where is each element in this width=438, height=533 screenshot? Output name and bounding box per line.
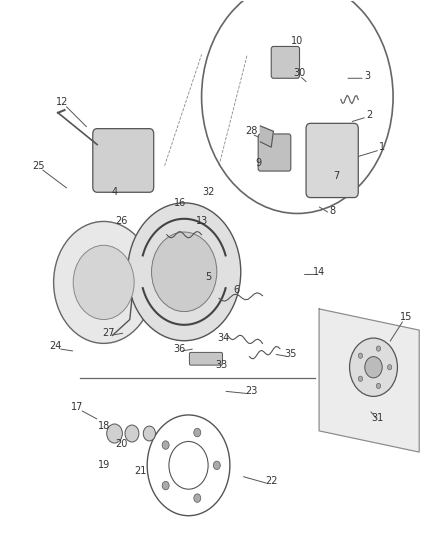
Circle shape — [125, 425, 139, 442]
Text: 19: 19 — [98, 461, 110, 470]
FancyBboxPatch shape — [258, 134, 291, 171]
Text: 31: 31 — [372, 413, 384, 423]
Polygon shape — [260, 126, 273, 147]
Text: 2: 2 — [366, 110, 372, 120]
Text: 35: 35 — [285, 349, 297, 359]
Circle shape — [376, 346, 381, 351]
Text: 17: 17 — [71, 402, 84, 412]
Circle shape — [213, 461, 220, 470]
Text: 16: 16 — [174, 198, 186, 208]
Circle shape — [143, 426, 155, 441]
Circle shape — [358, 376, 363, 382]
Circle shape — [358, 353, 363, 358]
Text: 18: 18 — [98, 421, 110, 431]
Text: 32: 32 — [202, 187, 214, 197]
Text: 23: 23 — [245, 386, 258, 396]
Text: 14: 14 — [313, 267, 325, 277]
Text: 25: 25 — [32, 161, 45, 171]
Text: 1: 1 — [379, 142, 385, 152]
Text: 13: 13 — [195, 216, 208, 227]
Circle shape — [107, 424, 122, 443]
Text: 5: 5 — [205, 272, 211, 282]
FancyBboxPatch shape — [93, 128, 154, 192]
Circle shape — [127, 203, 241, 341]
FancyBboxPatch shape — [306, 123, 358, 198]
Text: 24: 24 — [49, 341, 62, 351]
Text: 34: 34 — [217, 333, 230, 343]
Text: 6: 6 — [233, 285, 240, 295]
Text: 10: 10 — [291, 36, 304, 46]
Text: 15: 15 — [400, 312, 412, 322]
FancyBboxPatch shape — [189, 352, 223, 365]
Text: 27: 27 — [102, 328, 114, 338]
Text: 33: 33 — [215, 360, 227, 369]
Text: 3: 3 — [364, 70, 370, 80]
Text: 28: 28 — [245, 126, 258, 136]
Circle shape — [162, 441, 169, 449]
Circle shape — [73, 245, 134, 319]
Circle shape — [350, 338, 397, 397]
Circle shape — [194, 494, 201, 503]
Circle shape — [194, 429, 201, 437]
FancyBboxPatch shape — [271, 46, 300, 78]
Circle shape — [162, 481, 169, 490]
Text: 21: 21 — [134, 466, 147, 475]
Circle shape — [365, 357, 382, 378]
Text: 9: 9 — [255, 158, 261, 168]
Circle shape — [376, 383, 381, 389]
Text: 12: 12 — [56, 97, 68, 107]
Text: 4: 4 — [112, 187, 118, 197]
Text: 8: 8 — [329, 206, 335, 216]
Text: 26: 26 — [115, 216, 127, 227]
Polygon shape — [319, 309, 419, 452]
Text: 30: 30 — [293, 68, 306, 78]
Circle shape — [53, 221, 154, 343]
Circle shape — [152, 232, 217, 312]
Circle shape — [388, 365, 392, 370]
Text: 20: 20 — [115, 439, 127, 449]
Text: 36: 36 — [174, 344, 186, 354]
Text: 22: 22 — [265, 477, 278, 486]
Text: 7: 7 — [333, 172, 339, 181]
